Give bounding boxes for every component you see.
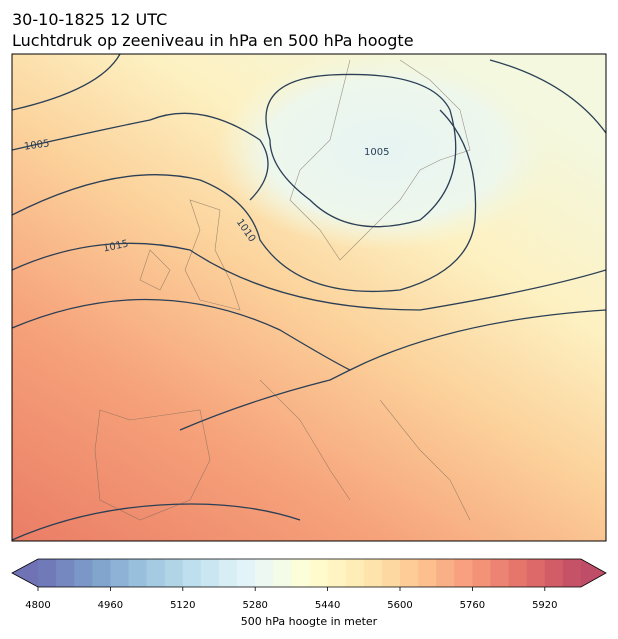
colorbar-segment	[74, 559, 93, 587]
colorbar-segment	[345, 559, 365, 587]
colorbar-segment	[508, 559, 528, 587]
colorbar-segment	[544, 559, 564, 587]
colorbar-segment	[146, 559, 166, 587]
coastlines	[94, 59, 471, 521]
colorbar-segment	[110, 559, 129, 587]
colorbar-tick-label: 4960	[98, 600, 123, 611]
colorbar-segment	[436, 559, 455, 587]
colorbar-segment	[128, 559, 148, 587]
colorbar-tick-label: 5440	[315, 600, 340, 611]
colorbar-segment	[562, 559, 582, 587]
map: 1005 1010 1015 1005	[12, 54, 606, 541]
colorbar-segment	[219, 559, 238, 587]
colorbar: 4800 4960 5120 5280 5440 5600 5760 5920	[11, 558, 607, 611]
colorbar-tick-label: 4800	[25, 600, 50, 611]
title-date: 30-10-1825 12 UTC	[12, 10, 167, 29]
isobars	[12, 54, 606, 541]
colorbar-tick-label: 5920	[532, 600, 557, 611]
colorbar-extend-high	[581, 559, 606, 587]
colorbar-segment	[400, 559, 419, 587]
colorbar-segment	[255, 559, 274, 587]
colorbar-segment	[182, 559, 202, 587]
map-frame	[11, 53, 607, 542]
contour-label: 1005	[364, 147, 389, 158]
colorbar-segment	[327, 559, 347, 587]
title-desc: Luchtdruk op zeeniveau in hPa en 500 hPa…	[12, 31, 414, 50]
colorbar-segment	[291, 559, 310, 587]
colorbar-segment	[92, 559, 111, 587]
colorbar-segment	[56, 559, 75, 587]
colorbar-segment	[418, 559, 437, 587]
colorbar-segment	[454, 559, 473, 587]
contour-label: 1005	[23, 138, 50, 152]
colorbar-segment	[164, 559, 184, 587]
contour-label: 1015	[102, 239, 129, 255]
colorbar-outline	[11, 558, 607, 588]
colorbar-segment	[200, 559, 220, 587]
colorbar-tick-label: 5760	[460, 600, 485, 611]
colorbar-segment	[526, 559, 546, 587]
colorbar-segment	[309, 559, 329, 587]
colorbar-tick-label: 5600	[387, 600, 412, 611]
colorbar-extend-low	[12, 559, 38, 587]
colorbar-segment	[38, 559, 57, 587]
height-low	[215, 54, 555, 250]
colorbar-segment	[472, 559, 491, 587]
colorbar-segment	[490, 559, 510, 587]
colorbar-segment	[363, 559, 383, 587]
colorbar-tick-label: 5280	[242, 600, 267, 611]
colorbar-segment	[273, 559, 292, 587]
colorbar-segment	[237, 559, 256, 587]
colorbar-label: 500 hPa hoogte in meter	[241, 615, 378, 628]
colorbar-tick-label: 5120	[170, 600, 195, 611]
colorbar-segment	[381, 559, 401, 587]
